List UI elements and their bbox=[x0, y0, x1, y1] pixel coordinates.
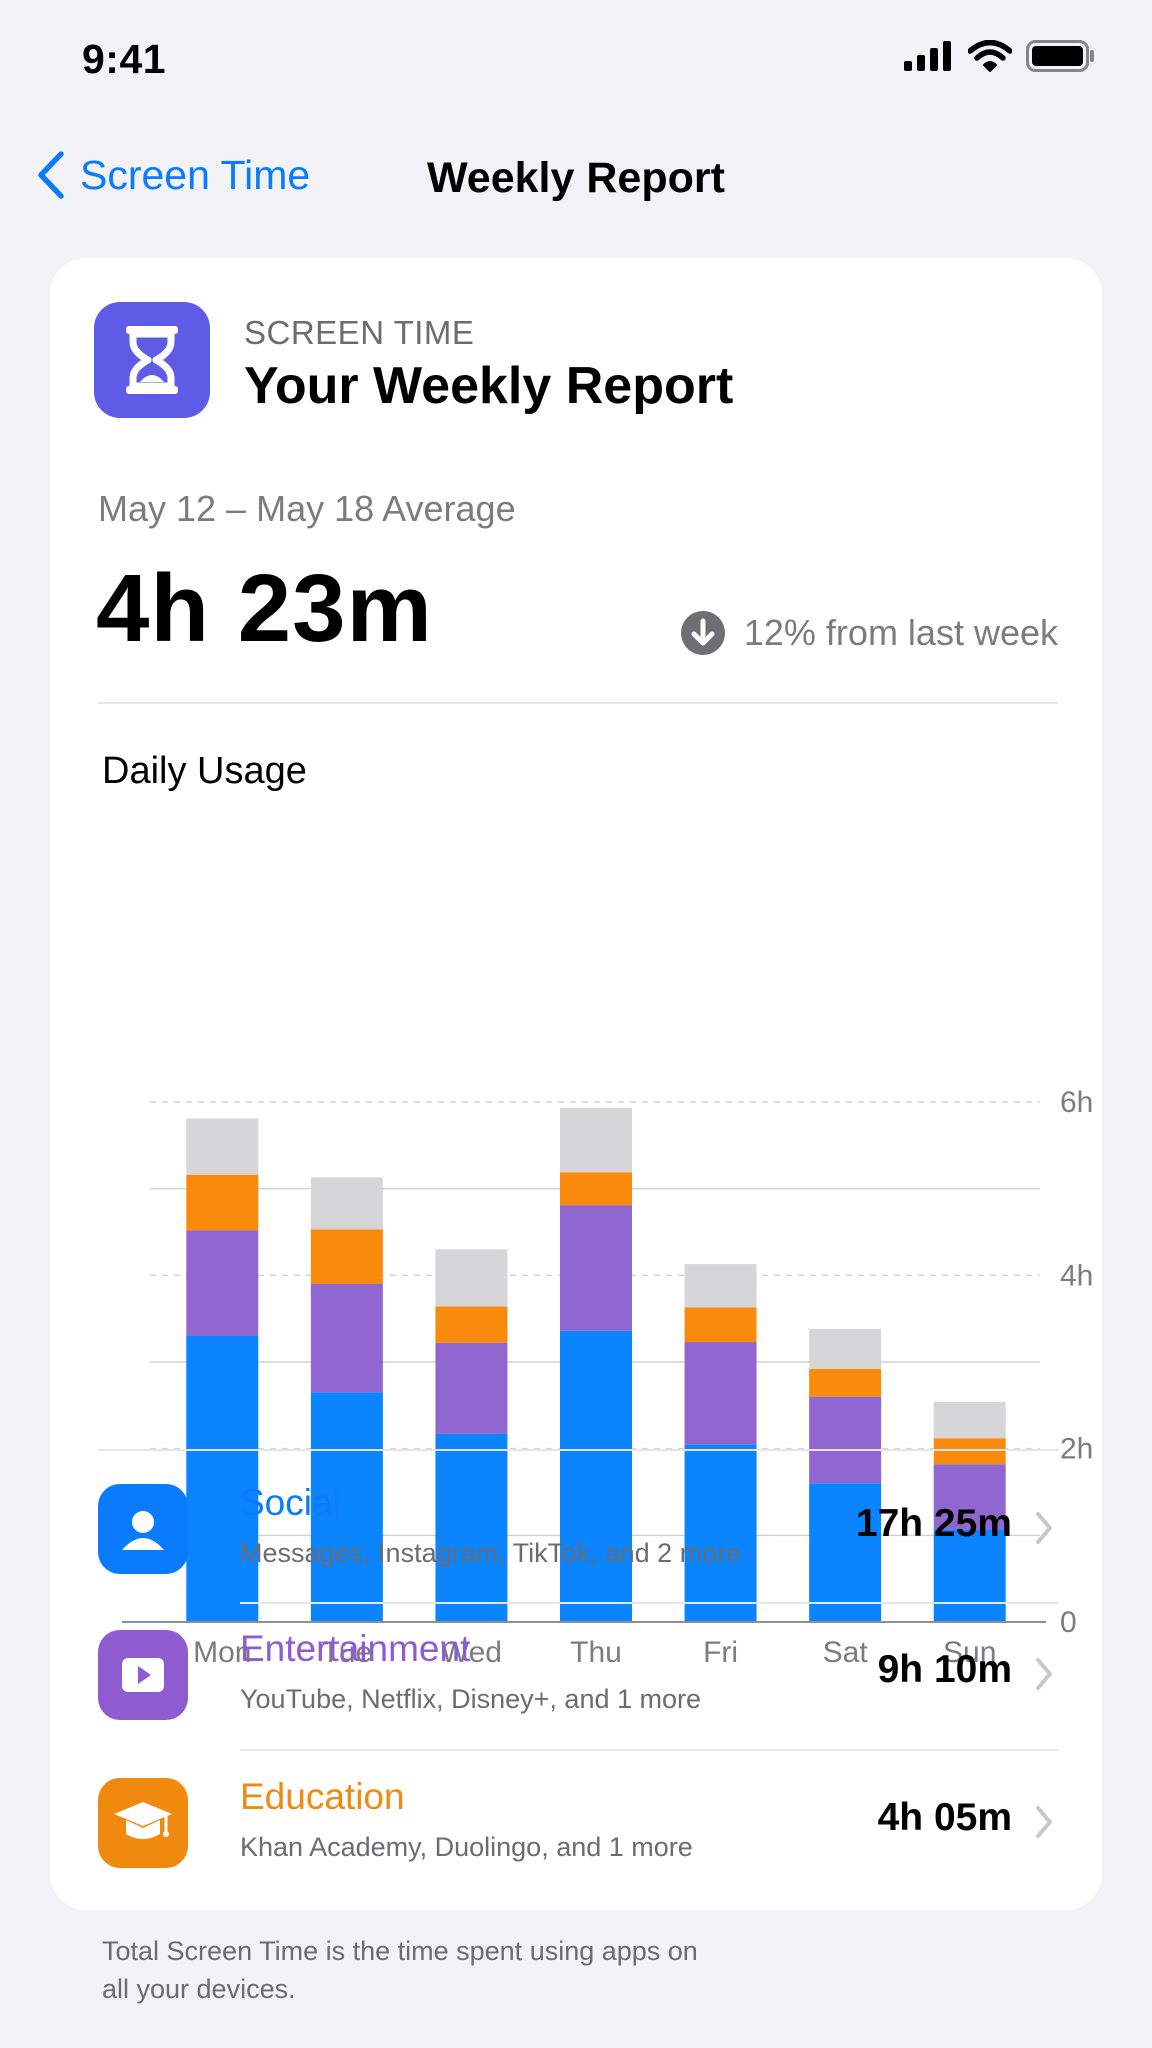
bar-segment bbox=[435, 1433, 508, 1622]
bar-segment bbox=[684, 1342, 757, 1445]
status-icons bbox=[904, 40, 1096, 72]
bar-segment bbox=[809, 1368, 882, 1397]
back-button-label: Screen Time bbox=[80, 151, 311, 198]
bar-segment bbox=[186, 1336, 259, 1622]
chevron-right-icon bbox=[1036, 1806, 1052, 1838]
category-row-social[interactable]: Social Messages, Instagram, TikTok, and … bbox=[98, 1466, 1058, 1612]
card-title: Your Weekly Report bbox=[244, 357, 734, 415]
y-tick-label: 0 bbox=[1060, 1606, 1077, 1639]
bar-segment bbox=[435, 1306, 508, 1343]
y-tick-label: 6h bbox=[1060, 1086, 1093, 1119]
category-name: Social bbox=[240, 1482, 341, 1523]
status-time: 9:41 bbox=[82, 36, 167, 82]
hourglass-icon bbox=[94, 302, 210, 418]
bar-segment bbox=[310, 1177, 383, 1230]
graduation-cap-icon bbox=[98, 1778, 188, 1868]
bar-segment bbox=[186, 1118, 259, 1175]
navigation-bar: Screen Time Weekly Report bbox=[0, 140, 1152, 220]
bar-segment bbox=[435, 1342, 508, 1434]
category-name: Education bbox=[240, 1776, 405, 1817]
trend-text: 12% from last week bbox=[743, 612, 1058, 653]
bar-segment bbox=[933, 1401, 1006, 1439]
x-tick-label: Mon bbox=[193, 1636, 251, 1669]
battery-icon bbox=[1026, 40, 1094, 72]
divider bbox=[240, 1749, 1058, 1751]
category-apps: Khan Academy, Duolingo, and 1 more bbox=[240, 1832, 693, 1862]
bar-segment bbox=[560, 1205, 632, 1331]
y-tick-label: 2h bbox=[1060, 1433, 1093, 1466]
divider bbox=[98, 1449, 1058, 1451]
bar-segment bbox=[684, 1264, 757, 1308]
x-tick-label: Sat bbox=[823, 1636, 869, 1669]
card-eyebrow: SCREEN TIME bbox=[244, 314, 475, 351]
bar-segment bbox=[560, 1172, 632, 1206]
bar-segment bbox=[933, 1529, 1006, 1622]
x-tick-label: Thu bbox=[570, 1636, 622, 1669]
bar-segment bbox=[310, 1229, 383, 1284]
bar-segment bbox=[186, 1174, 259, 1231]
weekly-report-card: SCREEN TIME Your Weekly Report May 12 – … bbox=[50, 258, 1102, 1910]
category-apps: Messages, Instagram, TikTok, and 2 more bbox=[240, 1538, 742, 1568]
category-row-education[interactable]: Education Khan Academy, Duolingo, and 1 … bbox=[98, 1760, 1058, 1906]
bar-segment bbox=[809, 1329, 882, 1369]
x-tick-label: Tue bbox=[322, 1636, 373, 1669]
category-row-entertainment[interactable]: Entertainment YouTube, Netflix, Disney+,… bbox=[98, 1612, 1058, 1758]
footnote: Total Screen Time is the time spent usin… bbox=[102, 1936, 698, 2004]
average-time: 4h 23m bbox=[96, 555, 433, 662]
chevron-right-icon bbox=[1036, 1512, 1052, 1544]
chevron-left-icon bbox=[38, 151, 64, 199]
x-tick-label: Fri bbox=[703, 1636, 738, 1669]
signal-icon bbox=[904, 41, 951, 71]
bar-segment bbox=[560, 1108, 632, 1173]
bar-segment bbox=[560, 1330, 632, 1622]
bar-segment bbox=[310, 1284, 383, 1393]
wifi-icon bbox=[968, 40, 1012, 72]
page-title: Weekly Report bbox=[427, 154, 725, 202]
arrow-down-circle-icon bbox=[680, 611, 725, 655]
y-tick-label: 4h bbox=[1060, 1259, 1093, 1292]
category-time: 4h 05m bbox=[877, 1796, 1012, 1839]
bar-segment bbox=[684, 1444, 757, 1622]
person-icon bbox=[98, 1484, 188, 1574]
bar-segment bbox=[310, 1392, 383, 1622]
back-button[interactable]: Screen Time bbox=[36, 150, 310, 200]
category-time: 9h 10m bbox=[877, 1648, 1012, 1691]
daily-usage-chart: Mon Tue Wed Thu Fri Sat Sun 0 2h 4h 6h bbox=[122, 1086, 1093, 1669]
x-tick-label: Wed bbox=[441, 1636, 502, 1669]
bar-segment bbox=[809, 1396, 882, 1484]
trend-indicator: 12% from last week bbox=[680, 610, 1058, 656]
daily-usage-title: Daily Usage bbox=[102, 750, 307, 792]
bar-segment bbox=[933, 1464, 1006, 1530]
bar-segment bbox=[435, 1249, 508, 1307]
chevron-right-icon bbox=[1036, 1658, 1052, 1690]
bar-segment bbox=[809, 1483, 882, 1622]
bar-segment bbox=[933, 1438, 1006, 1465]
category-name: Entertainment bbox=[240, 1628, 471, 1669]
bar-segment bbox=[684, 1307, 757, 1343]
divider bbox=[98, 702, 1058, 704]
play-icon bbox=[98, 1630, 188, 1720]
date-range: May 12 – May 18 Average bbox=[98, 488, 516, 529]
bar-segment bbox=[186, 1230, 259, 1336]
category-apps: YouTube, Netflix, Disney+, and 1 more bbox=[240, 1684, 702, 1714]
x-tick-label: Sun bbox=[943, 1636, 996, 1669]
category-time: 17h 25m bbox=[855, 1502, 1012, 1545]
status-bar: 9:41 bbox=[0, 0, 1152, 110]
divider bbox=[240, 1602, 1058, 1604]
